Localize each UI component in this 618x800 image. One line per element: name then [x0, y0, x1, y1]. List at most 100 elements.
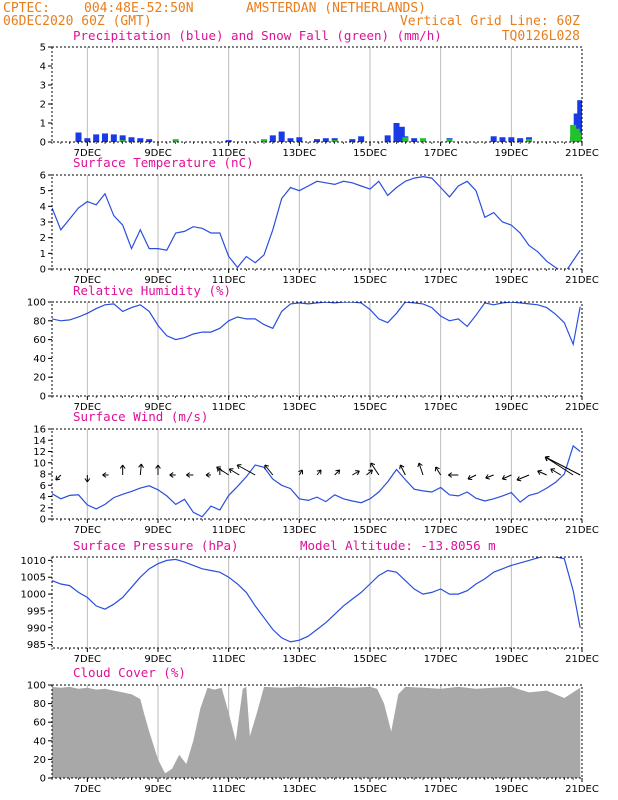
precip-y-tick-label: 3	[40, 81, 46, 92]
wind-y-tick-label: 16	[33, 425, 46, 436]
snow-bar	[331, 140, 338, 142]
temperature-y-tick-label: 5	[40, 186, 46, 197]
cloud-cover-area	[52, 686, 581, 778]
temperature-x-tick-label: 21DEC	[565, 275, 599, 286]
temperature-x-tick-label: 17DEC	[424, 275, 458, 286]
wind-arrow	[298, 469, 304, 476]
precip-bar	[93, 134, 100, 142]
wind-arrow	[205, 472, 211, 478]
humidity-title: Relative Humidity (%)	[73, 283, 231, 298]
temperature-y-tick-label: 0	[40, 265, 46, 276]
precip-bar	[517, 138, 524, 142]
humidity-line	[52, 302, 581, 347]
cloud-x-tick-label: 7DEC	[74, 784, 101, 795]
humidity-y-tick-label: 100	[27, 298, 46, 309]
wind-arrow	[84, 475, 91, 483]
wind-arrow	[399, 464, 406, 476]
wind-arrow	[501, 474, 512, 481]
precip-y-tick-label: 2	[40, 100, 46, 111]
snow-bar	[573, 128, 580, 142]
pressure-y-tick-label: 1005	[21, 573, 46, 584]
pressure-x-tick-label: 19DEC	[494, 654, 528, 665]
cloud-x-tick-label: 11DEC	[212, 784, 246, 795]
cloud-y-tick-label: 40	[33, 736, 46, 747]
humidity-x-tick-label: 19DEC	[494, 402, 528, 413]
temperature-x-tick-label: 19DEC	[494, 275, 528, 286]
wind-arrow	[228, 468, 240, 476]
wind-y-tick-label: 2	[40, 503, 46, 514]
humidity-y-tick-label: 0	[40, 392, 46, 403]
precip-bar	[358, 136, 365, 142]
pressure-y-tick-label: 995	[27, 606, 46, 617]
pressure-frame	[51, 556, 583, 649]
precip-plot	[75, 100, 582, 142]
wind-y-tick-label: 14	[33, 436, 46, 447]
pressure-panel: 985 990 995 1000 1005 1010 7DEC 9DEC 11DEC 13DEC 1…	[21, 556, 599, 665]
precip-x-tick-label: 21DEC	[565, 148, 599, 159]
wind-arrow	[102, 472, 109, 478]
temperature-title: Surface Temperature (nC)	[73, 155, 254, 170]
wind-arrow	[316, 469, 322, 476]
temperature-y-tick-label: 2	[40, 233, 46, 244]
cloud-y-tick-label: 20	[33, 755, 46, 766]
wind-arrow	[55, 474, 62, 481]
pressure-y-tick-label: 985	[27, 640, 46, 651]
pressure-x-tick-label: 21DEC	[565, 654, 599, 665]
precip-y-tick-label: 0	[40, 138, 46, 149]
precip-x-tick-label: 15DEC	[353, 148, 387, 159]
cloud-x-tick-label: 9DEC	[144, 784, 171, 795]
wind-y-tick-label: 10	[33, 458, 46, 469]
precip-bar	[75, 132, 82, 142]
pressure-x-tick-label: 7DEC	[74, 654, 101, 665]
precip-bar	[508, 137, 515, 142]
precip-bar	[411, 138, 418, 142]
cloud-y-tick-label: 100	[27, 681, 46, 692]
precip-y-tick-label: 4	[40, 62, 46, 73]
pressure-line	[52, 557, 581, 643]
header-source: CPTEC:	[3, 1, 50, 16]
precip-bar	[322, 138, 329, 142]
pressure-x-tick-label: 17DEC	[424, 654, 458, 665]
precip-bar	[287, 138, 294, 142]
wind-arrow	[417, 462, 424, 476]
wind-x-tick-label: 11DEC	[212, 525, 246, 536]
humidity-y-tick-label: 60	[33, 335, 46, 346]
precip-y-tick-label: 5	[40, 43, 46, 54]
wind-arrow	[485, 474, 494, 480]
humidity-x-tick-label: 21DEC	[565, 402, 599, 413]
precip-bar	[296, 137, 303, 142]
precip-bar	[349, 139, 356, 142]
precip-bar	[314, 139, 320, 142]
wind-plot	[52, 444, 581, 518]
cloud-x-tick-label: 15DEC	[353, 784, 387, 795]
precip-title: Precipitation (blue) and Snow Fall (gree…	[73, 28, 442, 43]
wind-frame	[51, 428, 583, 520]
wind-x-tick-label: 9DEC	[144, 525, 171, 536]
humidity-x-tick-label: 9DEC	[144, 402, 171, 413]
model-altitude: Model Altitude: -13.8056 m	[300, 538, 496, 553]
wind-arrow	[216, 466, 229, 476]
cloud-plot	[52, 686, 581, 778]
humidity-y-tick-label: 20	[33, 373, 46, 384]
temperature-y-tick-label: 3	[40, 218, 46, 229]
snow-bar	[261, 139, 267, 142]
wind-arrow	[467, 474, 477, 481]
pressure-x-tick-label: 11DEC	[212, 654, 246, 665]
precip-bar	[146, 139, 153, 142]
wind-arrow	[544, 455, 581, 476]
header-grid-line: Vertical Grid Line: 60Z	[400, 14, 580, 29]
precip-bar	[110, 134, 117, 142]
wind-y-tick-label: 4	[40, 492, 46, 503]
wind-y-tick-label: 0	[40, 515, 46, 526]
cloud-panel: 0 20 40 60 80 100 7DEC 9DEC 11DEC 13DEC 15DEC 17DEC…	[27, 681, 599, 796]
snow-bar	[420, 138, 426, 142]
humidity-x-tick-label: 7DEC	[74, 402, 101, 413]
temperature-panel: 0 1 2 3 4 5 6 7DEC 9DEC 11DEC 13DEC 15DEC 17DEC 19DEC…	[40, 171, 599, 287]
header-location: AMSTERDAN (NETHERLANDS)	[246, 1, 426, 16]
temperature-y-tick-label: 6	[40, 171, 46, 182]
wind-arrow	[169, 472, 176, 478]
wind-y-tick-label: 12	[33, 447, 46, 458]
wind-arrow	[186, 472, 194, 478]
